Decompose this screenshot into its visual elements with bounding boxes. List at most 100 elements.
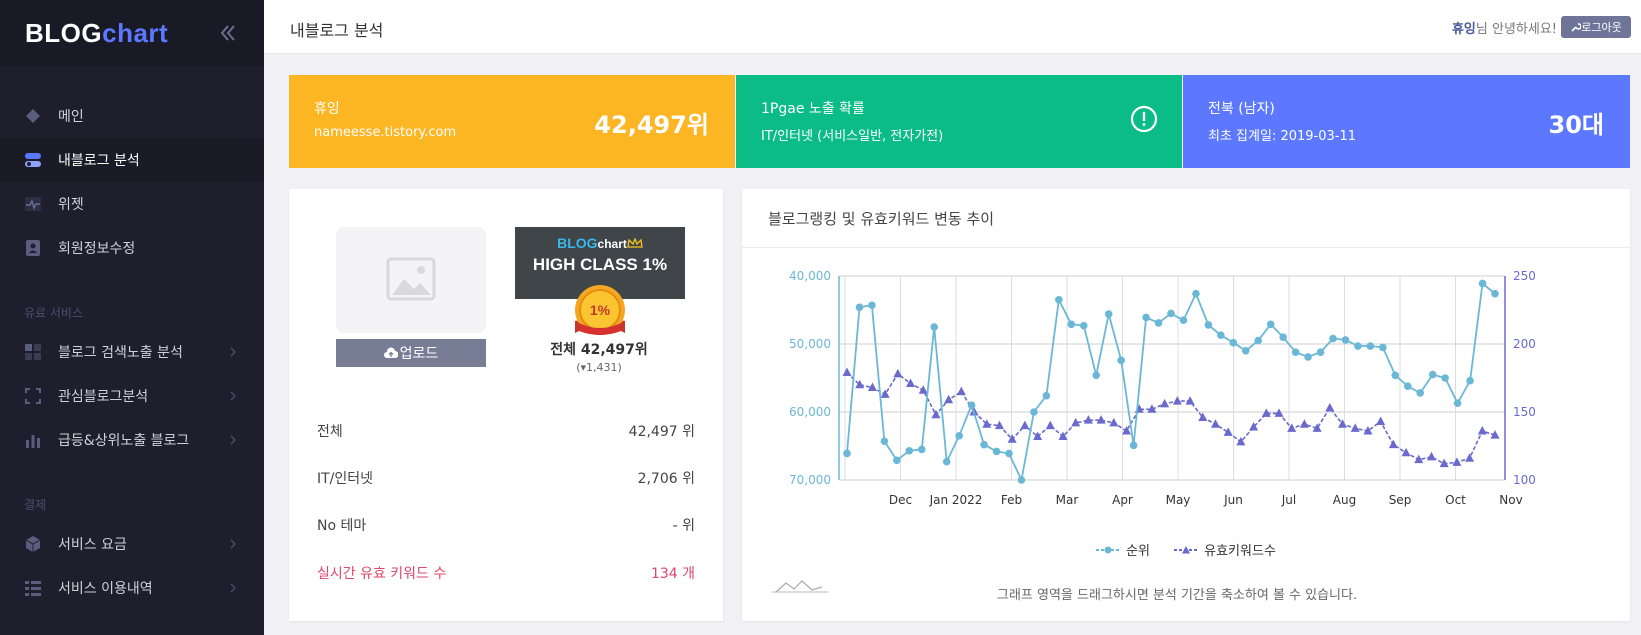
badge-brand-part2: chart xyxy=(597,237,627,251)
rank-point xyxy=(917,445,926,454)
chevron-right-icon xyxy=(230,583,236,593)
first-collected-date: 최초 집계일: 2019-03-11 xyxy=(1208,129,1356,144)
age-group: 30대 xyxy=(1548,111,1604,139)
x-tick-label: Sep xyxy=(1389,493,1412,507)
upload-button[interactable]: 업로드 xyxy=(336,339,486,367)
keyword-point xyxy=(1490,430,1500,439)
keyword-point xyxy=(918,385,928,394)
exposure-title: 1Pgae 노출 확률 xyxy=(761,101,865,117)
toggle-icon xyxy=(25,153,41,167)
double-chevron-left-icon[interactable] xyxy=(218,23,238,43)
rank-point xyxy=(1354,342,1362,350)
rank-point xyxy=(1104,310,1113,318)
rank-point xyxy=(1142,313,1150,322)
user-card-icon xyxy=(26,240,40,256)
trend-chart[interactable]: 40,000 250 50,000 200 60,000 150 70,000 100 Dec J… xyxy=(742,189,1630,529)
keyword-point xyxy=(1198,412,1208,421)
sidebar-item-pricing[interactable]: 서비스 요금 xyxy=(0,522,264,566)
keyword-point xyxy=(1160,398,1170,408)
rank-point xyxy=(1030,408,1038,416)
legend-item-keywords[interactable]: 유효키워드수 xyxy=(1174,540,1276,559)
exposure-card: 1Pgae 노출 확률 IT/인터넷 (서비스일반, 전자가전) xyxy=(736,75,1182,168)
sidebar-item-member-info[interactable]: 회원정보수정 xyxy=(0,226,264,270)
rank-point xyxy=(1117,356,1125,365)
row-label: 전체 xyxy=(317,424,343,440)
rank-point xyxy=(1341,336,1350,344)
sidebar-item-label: 메인 xyxy=(58,109,84,125)
logout-button[interactable]: 로그아웃 xyxy=(1561,16,1631,38)
rank-point xyxy=(1329,334,1337,343)
x-tick-label: Mar xyxy=(1056,493,1079,507)
rank-point xyxy=(1466,376,1474,385)
sidebar-item-label: 관심블로그분석 xyxy=(58,389,149,405)
rank-point xyxy=(1291,348,1300,356)
legend-item-rank[interactable]: 순위 xyxy=(1096,540,1150,559)
sidebar-item-label: 급등&상위노출 블로그 xyxy=(58,433,190,449)
brand-logo[interactable]: BLOGchart xyxy=(25,18,168,49)
keyword-point xyxy=(906,378,916,387)
section-label-paid: 유료 서비스 xyxy=(24,306,84,320)
rank-point xyxy=(930,323,939,331)
sidebar-item-rising-blogs[interactable]: 급등&상위노출 블로그 xyxy=(0,418,264,462)
keyword-point xyxy=(1414,454,1424,464)
chart-hint: 그래프 영역을 드래그하시면 분석 기간을 축소하여 볼 수 있습니다. xyxy=(997,588,1358,603)
keyword-point xyxy=(1376,416,1386,426)
keyword-point xyxy=(1312,423,1322,432)
keyword-point xyxy=(1109,417,1119,427)
alert-circle-icon[interactable] xyxy=(1130,105,1158,133)
legend-triangle-marker-icon xyxy=(1174,545,1199,553)
pulse-icon xyxy=(25,197,41,211)
row-label: 실시간 유효 키워드 수 xyxy=(317,566,447,582)
sidebar-item-usage-history[interactable]: 서비스 이용내역 xyxy=(0,566,264,610)
keyword-point xyxy=(1338,419,1348,428)
sidebar-item-main[interactable]: 메인 xyxy=(0,94,264,138)
y-right-tick-label: 150 xyxy=(1513,405,1536,419)
rank-point xyxy=(967,401,976,409)
badge-title: HIGH CLASS 1% xyxy=(532,255,668,274)
keyword-point xyxy=(1020,420,1030,430)
region-card: 전북 (남자) 최초 집계일: 2019-03-11 30대 xyxy=(1183,75,1630,168)
keyword-point xyxy=(1185,396,1195,405)
rank-point xyxy=(905,446,914,455)
sidebar-item-blog-analysis[interactable]: 내블로그 분석 xyxy=(0,138,264,182)
brand-part2: chart xyxy=(102,17,169,48)
crown-icon xyxy=(627,237,643,248)
medal-text: 1% xyxy=(590,302,611,318)
sidebar-item-widget[interactable]: 위젯 xyxy=(0,182,264,226)
mini-chart-icon xyxy=(772,580,828,593)
rank-point xyxy=(1005,449,1013,458)
row-label: No 테마 xyxy=(317,518,367,534)
keyword-point xyxy=(855,379,865,389)
sidebar-item-label: 내블로그 분석 xyxy=(58,153,140,169)
profile-image-placeholder xyxy=(336,227,486,333)
rank-point xyxy=(1092,371,1101,380)
layers-icon xyxy=(26,109,40,123)
sidebar-item-label: 위젯 xyxy=(58,197,84,213)
box-icon xyxy=(25,536,41,552)
sidebar-item-interest-blog[interactable]: 관심블로그분석 xyxy=(0,374,264,418)
chevron-right-icon xyxy=(230,391,236,401)
rank-point xyxy=(1391,371,1400,380)
y-left-tick-label: 60,000 xyxy=(789,405,831,419)
keyword-point xyxy=(1096,415,1106,424)
keyword-point xyxy=(893,368,903,378)
blog-info-card: 휴잉 nameesse.tistory.com 42,497위 xyxy=(289,75,735,168)
list-icon xyxy=(25,581,41,596)
x-tick-label: Dec xyxy=(889,493,912,507)
rank-point xyxy=(1055,296,1063,304)
keyword-point xyxy=(1033,431,1043,440)
rank-point xyxy=(1491,289,1499,298)
chart-title: 블로그랭킹 및 유효키워드 변동 추이 xyxy=(768,210,995,228)
chart-legend: 순위 유효키워드수 xyxy=(742,540,1630,559)
badge-brand-part1: BLOG xyxy=(557,235,598,251)
rank-point xyxy=(1217,331,1225,339)
legend-label: 유효키워드수 xyxy=(1204,544,1276,559)
keyword-point xyxy=(931,409,941,419)
y-right-tick-label: 200 xyxy=(1513,337,1536,351)
rank-point xyxy=(1428,370,1437,379)
x-tick-label: Aug xyxy=(1333,493,1356,507)
sidebar: BLOGchart 메인 내블로그 분석 위젯 회원정보수정 유료 서비스 블로… xyxy=(0,0,264,635)
keyword-point xyxy=(1045,420,1055,430)
rank-point xyxy=(1266,320,1275,329)
sidebar-item-search-exposure[interactable]: 블로그 검색노출 분석 xyxy=(0,330,264,374)
